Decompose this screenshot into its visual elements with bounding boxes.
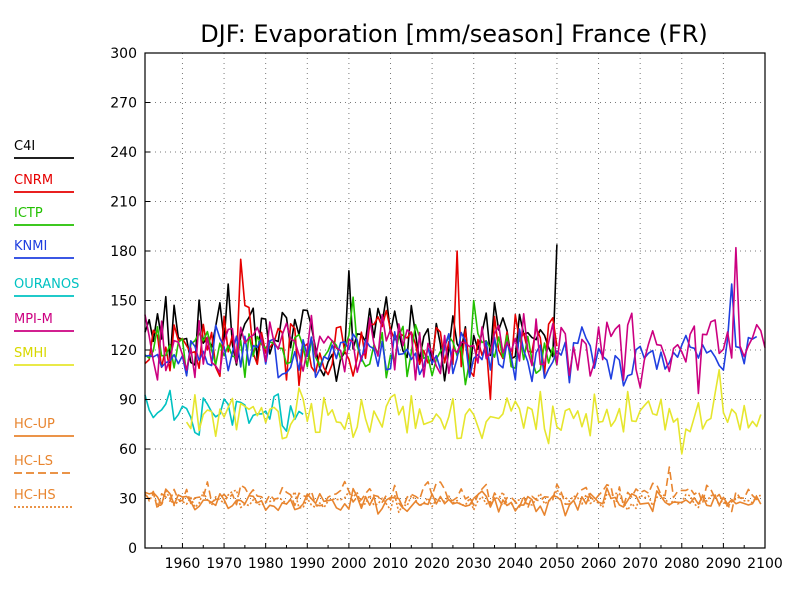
- x-tick-label: 2070: [622, 556, 658, 572]
- x-tick-label: 2040: [498, 556, 534, 572]
- legend-label-hc-hs: HC-HS: [14, 488, 56, 503]
- series-line-hc-hs: [144, 488, 761, 514]
- x-tick-label: 1970: [206, 556, 242, 572]
- legend-label-ictp: ICTP: [14, 206, 43, 221]
- y-tick-label: 180: [110, 244, 137, 260]
- series-line-smhi: [185, 368, 762, 455]
- series-lines: [144, 244, 766, 517]
- legend: C4I CNRM ICTP KNMI OURANOS MPI-M SMHI HC-UP HC-L…: [14, 139, 79, 508]
- legend-label-hc-up: HC-UP: [14, 417, 55, 432]
- series-line-ouranos: [144, 389, 304, 436]
- x-tick-label: 1980: [248, 556, 284, 572]
- y-tick-label: 270: [110, 96, 137, 112]
- y-tick-label: 120: [110, 343, 137, 359]
- y-tick-label: 240: [110, 145, 137, 161]
- series-line-mpi-m: [144, 246, 766, 395]
- series-line-hc-ls: [144, 466, 762, 513]
- chart-title: DJF: Evaporation [mm/season] France (FR): [200, 20, 708, 48]
- series-line-ictp: [144, 296, 558, 386]
- legend-label-mpi-m: MPI-M: [14, 312, 53, 327]
- legend-label-c4i: C4I: [14, 139, 35, 154]
- x-tick-label: 2100: [747, 556, 783, 572]
- x-tick-label: 2030: [456, 556, 492, 572]
- y-tick-label: 90: [119, 393, 137, 409]
- x-tick-label: 2090: [706, 556, 742, 572]
- x-tick-label: 2060: [581, 556, 617, 572]
- x-tick-label: 2080: [664, 556, 700, 572]
- series-line-cnrm: [144, 250, 558, 401]
- series-line-hc-up: [144, 487, 762, 517]
- x-tick-label: 1960: [165, 556, 201, 572]
- x-tick-label: 2000: [331, 556, 367, 572]
- y-tick-label: 300: [110, 46, 137, 62]
- y-tick-label: 150: [110, 294, 137, 310]
- x-tick-label: 2020: [414, 556, 450, 572]
- x-tick-label: 2010: [373, 556, 409, 572]
- y-tick-label: 0: [128, 541, 137, 557]
- legend-label-ouranos: OURANOS: [14, 277, 79, 292]
- legend-label-knmi: KNMI: [14, 239, 47, 254]
- y-tick-label: 210: [110, 195, 137, 211]
- axes: 1960 1970 1980 1990 2000 2010 2020 2030 2040 2050…: [110, 46, 783, 572]
- legend-label-smhi: SMHI: [14, 346, 47, 361]
- x-tick-label: 1990: [289, 556, 325, 572]
- legend-label-hc-ls: HC-LS: [14, 454, 53, 469]
- x-tick-label: 2050: [539, 556, 575, 572]
- legend-label-cnrm: CNRM: [14, 173, 53, 188]
- series-line-knmi: [144, 283, 758, 387]
- y-tick-label: 60: [119, 442, 137, 458]
- y-tick-label: 30: [119, 492, 137, 508]
